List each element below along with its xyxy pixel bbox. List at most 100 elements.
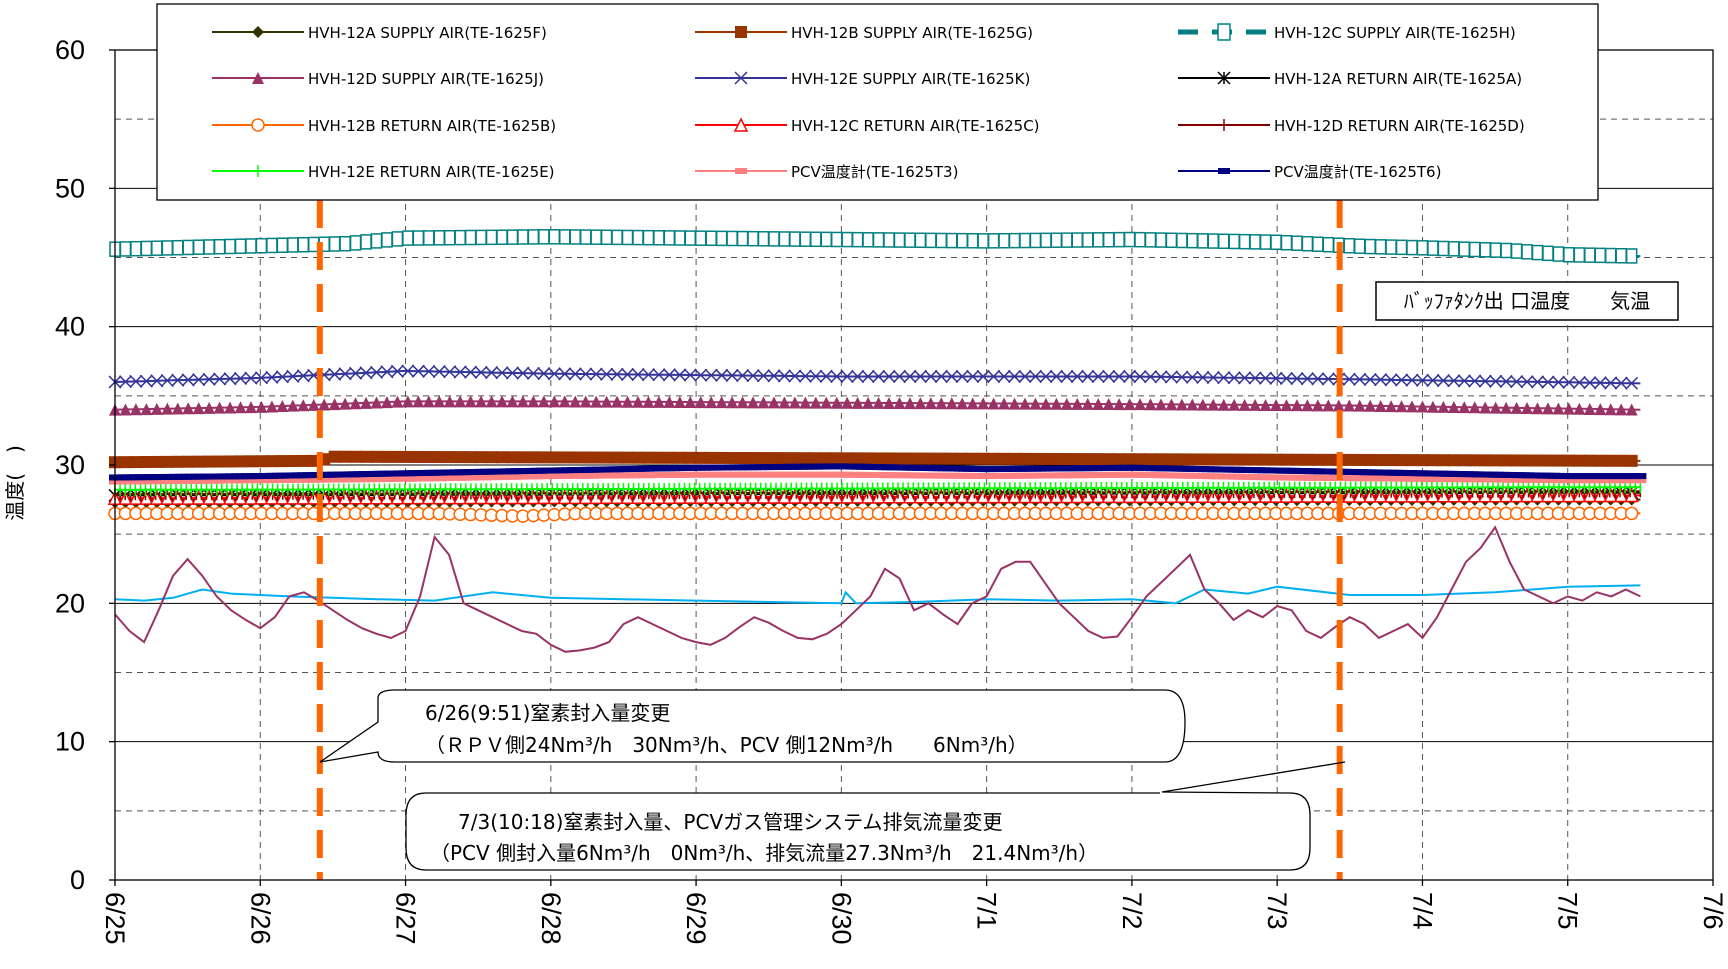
callout-1-title: 6/26(9:51)窒素封入量変更 bbox=[425, 701, 670, 725]
series-marker bbox=[276, 237, 289, 253]
series-marker bbox=[1352, 488, 1367, 503]
series-marker bbox=[1530, 487, 1545, 503]
series-marker bbox=[946, 232, 958, 249]
series-marker bbox=[1238, 398, 1251, 411]
series-3 bbox=[109, 395, 1641, 416]
series-marker bbox=[1416, 454, 1429, 467]
series-marker bbox=[987, 397, 1000, 410]
series-marker bbox=[192, 239, 205, 255]
callout-2-title: 7/3(10:18)窒素封入量、PCVガス管理システム排気流量変更 bbox=[458, 810, 1003, 834]
series-marker bbox=[569, 395, 582, 408]
series-marker bbox=[1531, 244, 1544, 261]
series-marker bbox=[1102, 398, 1115, 411]
series-marker bbox=[412, 395, 425, 408]
series-marker bbox=[1060, 397, 1073, 410]
series-marker bbox=[725, 368, 739, 382]
legend-entry-5: HVH-12A RETURN AIR(TE-1625A) bbox=[1178, 70, 1522, 88]
legend-entry-9: HVH-12E RETURN AIR(TE-1625E) bbox=[212, 163, 555, 181]
series-marker bbox=[600, 451, 613, 464]
series-marker bbox=[1238, 371, 1252, 385]
series-2 bbox=[109, 229, 1641, 264]
series-marker bbox=[129, 374, 143, 388]
y-tick-label: 50 bbox=[55, 173, 85, 203]
series-marker bbox=[286, 369, 300, 383]
series-marker bbox=[1113, 231, 1125, 248]
series-marker bbox=[694, 396, 707, 409]
series-marker bbox=[1573, 247, 1586, 263]
series-marker bbox=[548, 229, 561, 245]
legend-label: HVH-12A RETURN AIR(TE-1625A) bbox=[1274, 70, 1522, 88]
series-marker bbox=[1029, 232, 1042, 249]
series-marker bbox=[798, 369, 812, 383]
series-marker bbox=[734, 71, 748, 85]
series-marker bbox=[443, 365, 457, 379]
series-marker bbox=[809, 369, 823, 383]
series-marker bbox=[862, 396, 875, 409]
series-marker bbox=[401, 450, 414, 463]
series-marker bbox=[1489, 242, 1502, 258]
series-marker bbox=[327, 490, 342, 505]
series-marker bbox=[265, 400, 278, 413]
series-marker bbox=[1447, 454, 1460, 467]
series-marker bbox=[694, 451, 707, 464]
series-marker bbox=[1531, 454, 1544, 467]
series-marker bbox=[977, 452, 990, 465]
series-marker bbox=[1196, 370, 1210, 384]
series-marker bbox=[192, 373, 206, 387]
series-marker bbox=[1019, 232, 1031, 249]
series-marker bbox=[1049, 369, 1063, 383]
series-marker bbox=[1155, 232, 1167, 248]
series-marker bbox=[244, 371, 258, 385]
series-marker bbox=[705, 230, 717, 247]
series-marker bbox=[997, 369, 1011, 383]
series-marker bbox=[182, 455, 195, 468]
series-marker bbox=[360, 450, 373, 463]
series-marker bbox=[1530, 375, 1545, 389]
series-marker bbox=[966, 452, 979, 465]
series-marker bbox=[1624, 506, 1639, 521]
series-marker bbox=[1270, 399, 1283, 412]
series-marker bbox=[1625, 248, 1638, 264]
series-marker bbox=[1573, 402, 1586, 415]
series-marker bbox=[223, 372, 237, 386]
series-marker bbox=[735, 168, 747, 174]
series-marker bbox=[1479, 401, 1492, 414]
series-marker bbox=[119, 241, 132, 257]
series-marker bbox=[1615, 403, 1628, 416]
series-marker bbox=[1573, 454, 1586, 467]
series-marker bbox=[1290, 372, 1304, 386]
series-marker bbox=[172, 239, 184, 256]
series-marker bbox=[1615, 454, 1628, 467]
series-marker bbox=[747, 396, 760, 409]
series-marker bbox=[1321, 372, 1335, 386]
series-marker bbox=[161, 240, 174, 256]
series-marker bbox=[1468, 401, 1481, 414]
series-marker bbox=[841, 231, 853, 248]
series-marker bbox=[359, 366, 373, 380]
series-marker bbox=[1081, 453, 1094, 466]
series-marker bbox=[600, 229, 613, 246]
series-marker bbox=[767, 396, 780, 409]
series-marker bbox=[1489, 454, 1502, 467]
series-marker bbox=[1154, 370, 1168, 384]
series-marker bbox=[1040, 232, 1052, 249]
series-marker bbox=[203, 455, 216, 468]
series-marker bbox=[808, 489, 824, 504]
series-marker bbox=[453, 365, 467, 379]
series-marker bbox=[883, 232, 895, 248]
series-marker bbox=[140, 403, 153, 416]
y-tick-label: 40 bbox=[55, 312, 85, 342]
series-marker bbox=[788, 452, 801, 465]
series-marker bbox=[559, 229, 571, 245]
series-marker bbox=[234, 455, 247, 468]
series-marker bbox=[1071, 453, 1084, 466]
series-marker bbox=[631, 395, 644, 408]
series-marker bbox=[1489, 401, 1502, 414]
series-marker bbox=[977, 233, 989, 249]
series-marker bbox=[1061, 232, 1073, 248]
series-marker bbox=[182, 239, 194, 256]
series-marker bbox=[213, 401, 226, 414]
series-marker bbox=[1604, 403, 1617, 416]
series-marker bbox=[1249, 398, 1262, 411]
series-marker bbox=[726, 451, 739, 464]
